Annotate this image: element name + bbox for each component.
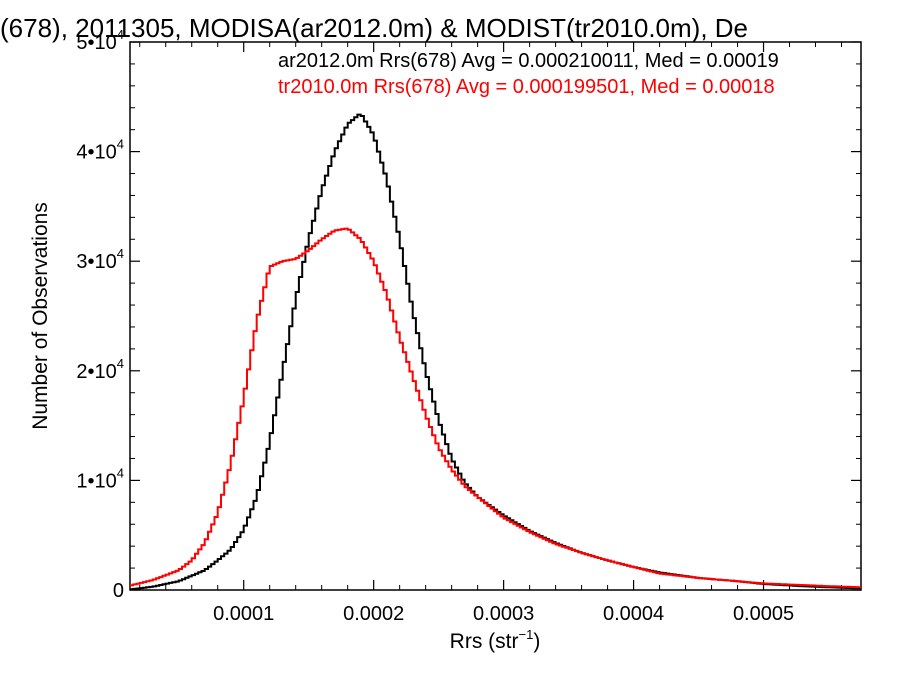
legend-entry-tr2010: tr2010.0m Rrs(678) Avg = 0.000199501, Me…	[278, 76, 775, 98]
y-tick-label-1: 1•104	[76, 465, 124, 492]
series-line-0	[130, 113, 861, 591]
x-tick-label-1: 0.0002	[343, 603, 404, 625]
y-tick-label-2: 2•104	[76, 356, 124, 383]
plot-frame	[129, 41, 862, 591]
x-tick-label-2: 0.0003	[473, 603, 534, 625]
x-axis-label: Rrs (str−1)	[450, 627, 541, 653]
series-line-1	[130, 227, 861, 589]
x-tick-label-4: 0.0005	[733, 603, 794, 625]
y-tick-label-5: 5•104	[76, 27, 124, 54]
legend: ar2012.0m Rrs(678) Avg = 0.000210011, Me…	[278, 50, 779, 98]
y-axis-label: Number of Observations	[29, 202, 52, 430]
y-tick-label-4: 4•104	[76, 137, 124, 164]
x-axis-label-exponent: −1	[519, 627, 534, 642]
x-axis-label-main: Rrs (str	[450, 630, 519, 653]
x-tick-label-0: 0.0001	[213, 603, 274, 625]
x-axis: 0.0001 0.0002 0.0003 0.0004 0.0005	[139, 42, 843, 625]
y-tick-label-3: 3•104	[76, 246, 124, 273]
legend-entry-ar2012: ar2012.0m Rrs(678) Avg = 0.000210011, Me…	[278, 50, 779, 72]
y-axis: 0 1•104 2•104 3•104 4•104 5•104	[76, 27, 861, 602]
y-tick-label-0: 0	[113, 580, 124, 602]
chart-title: (678), 2011305, MODISA(ar2012.0m) & MODI…	[0, 13, 748, 43]
x-axis-label-end: )	[533, 630, 540, 653]
x-tick-label-3: 0.0004	[603, 603, 664, 625]
series-group	[130, 113, 861, 591]
